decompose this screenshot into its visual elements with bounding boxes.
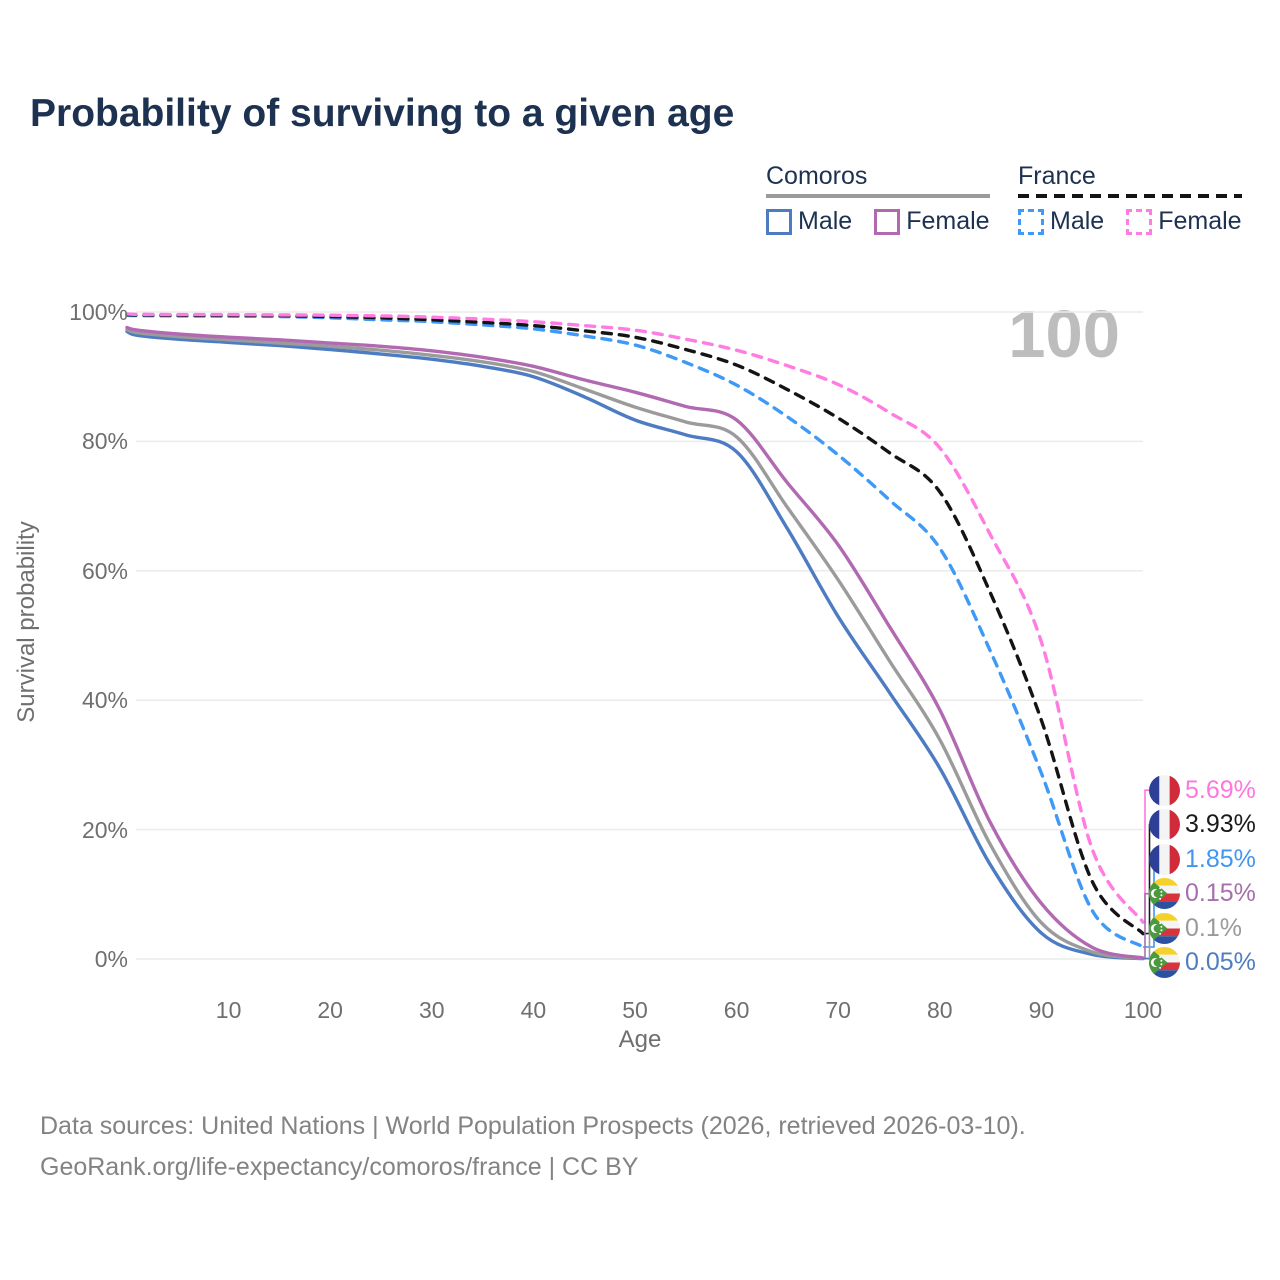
x-tick-label-40: 40	[520, 997, 547, 1023]
y-tick-label-40: 40%	[81, 687, 128, 714]
y-tick-label-20: 20%	[81, 816, 128, 843]
end-label-value-france-female: 5.69%	[1185, 775, 1256, 804]
curve-comoros-both-sexes[interactable]	[125, 327, 1145, 961]
legend-group-title-comoros: Comoros	[766, 162, 868, 190]
x-tick-label-30: 30	[419, 997, 445, 1023]
curve-comoros-male[interactable]	[125, 329, 1145, 961]
y-tick-label-0: 0%	[94, 946, 128, 972]
legend-swatch-france-female	[1126, 208, 1153, 235]
x-tick-label-60: 60	[723, 997, 750, 1023]
legend-label-comoros-male: Male	[798, 207, 853, 235]
age-watermark: 100	[1008, 297, 1120, 372]
curve-comoros-female[interactable]	[125, 325, 1145, 960]
end-label-value-france-both-sexes: 3.93%	[1185, 810, 1256, 839]
page-title: Probability of surviving to a given age	[30, 92, 735, 135]
legend-group-title-france: France	[1018, 162, 1096, 190]
x-tick-label-10: 10	[215, 997, 242, 1023]
legend-swatch-france-male	[1018, 208, 1044, 235]
footer: Data sources: United Nations | World Pop…	[40, 1106, 1026, 1188]
legend-item-france-female[interactable]: Female	[1126, 207, 1242, 236]
legend-label-france-female: Female	[1158, 207, 1242, 235]
end-label-france-both-sexes: 3.93%	[1149, 809, 1256, 841]
x-tick-label-70: 70	[825, 997, 851, 1023]
legend-swatch-comoros-female	[874, 208, 901, 235]
end-label-value-france-male: 1.85%	[1185, 844, 1256, 873]
end-label-comoros-male: 0.05%	[1149, 947, 1256, 979]
comoros-flag-icon	[1149, 878, 1180, 910]
legend-label-france-male: Male	[1050, 207, 1105, 235]
curve-france-male[interactable]	[125, 313, 1145, 949]
legend-item-france-male[interactable]: Male	[1018, 207, 1104, 236]
legend-swatch-comoros-male	[766, 208, 792, 235]
x-tick-label-100: 100	[1123, 997, 1163, 1023]
legend-item-comoros-female[interactable]: Female	[874, 207, 990, 236]
y-tick-label-80: 80%	[81, 428, 128, 455]
end-label-comoros-female: 0.15%	[1149, 878, 1256, 910]
footer-attribution: GeoRank.org/life-expectancy/comoros/fran…	[40, 1153, 639, 1181]
legend-line-sample-france	[1018, 194, 1242, 198]
france-flag-icon	[1149, 774, 1180, 806]
x-axis-title: Age	[618, 1026, 662, 1053]
france-flag-icon	[1149, 843, 1180, 875]
comoros-flag-icon	[1149, 947, 1180, 979]
legend-group-france: France Male Female	[1018, 162, 1242, 236]
x-tick-label-90: 90	[1028, 997, 1055, 1023]
end-label-france-male: 1.85%	[1149, 843, 1256, 875]
y-tick-label-60: 60%	[81, 557, 128, 584]
y-tick-label-100: 100%	[69, 299, 128, 325]
france-flag-icon	[1149, 809, 1180, 841]
legend-line-sample-comoros	[766, 194, 990, 198]
end-label-comoros-both-sexes: 0.1%	[1149, 912, 1242, 944]
x-tick-label-80: 80	[927, 997, 953, 1023]
end-label-value-comoros-both-sexes: 0.1%	[1185, 913, 1242, 942]
end-label-value-comoros-male: 0.05%	[1185, 948, 1256, 977]
footer-data-sources: Data sources: United Nations | World Pop…	[40, 1112, 1026, 1140]
legend-item-comoros-male[interactable]: Male	[766, 207, 852, 236]
legend-group-comoros: Comoros Male Female	[766, 162, 990, 236]
leader-line-france-female	[1143, 789, 1151, 923]
comoros-flag-icon	[1149, 912, 1180, 944]
end-label-value-comoros-female: 0.15%	[1185, 879, 1256, 908]
x-tick-label-20: 20	[317, 997, 343, 1023]
x-tick-label-50: 50	[622, 997, 648, 1023]
end-label-france-female: 5.69%	[1149, 774, 1256, 806]
curve-france-female[interactable]	[125, 312, 1145, 924]
legend-label-comoros-female: Female	[906, 207, 990, 235]
